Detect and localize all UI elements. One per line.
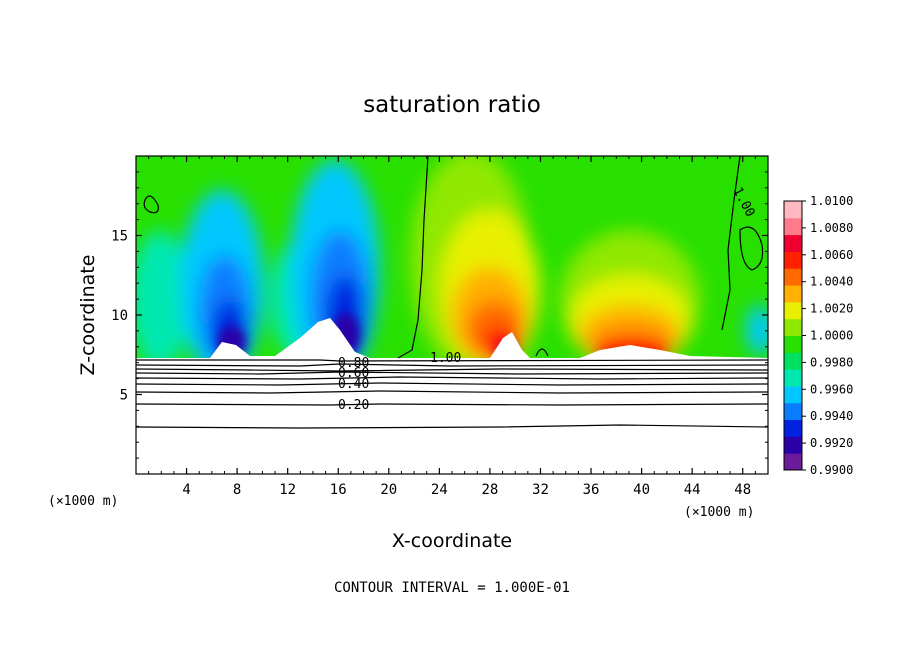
x-tick-label-20: 20 — [380, 482, 397, 498]
colorbar-label-0.9940: 0.9940 — [810, 409, 853, 423]
contour-interval-label: CONTOUR INTERVAL = 1.000E-01 — [334, 580, 570, 596]
x-tick-label-36: 36 — [583, 482, 600, 498]
x-tick-label-40: 40 — [633, 482, 650, 498]
saturation-field — [136, 156, 768, 474]
x-tick-label-4: 4 — [182, 482, 190, 498]
contour-label-0.40: 0.40 — [338, 377, 369, 392]
contour-lines — [136, 156, 768, 429]
colorbar-label-1.0060: 1.0060 — [810, 248, 853, 262]
x-tick-label-12: 12 — [279, 482, 296, 498]
x-unit-label: (×1000 m) — [684, 505, 754, 520]
colorbar-segment — [784, 301, 802, 320]
colorbar-label-0.9980: 0.9980 — [810, 355, 853, 369]
contour-label-0.60: 0.60 — [338, 366, 369, 381]
colorbar-segment — [784, 419, 802, 437]
x-tick-label-28: 28 — [481, 482, 498, 498]
colorbar-segment — [784, 268, 802, 286]
colorbar-label-1.0020: 1.0020 — [810, 302, 853, 316]
x-tick-label-24: 24 — [431, 482, 448, 498]
colorbar-segment — [784, 352, 802, 370]
colorbar-label-1.0080: 1.0080 — [810, 221, 853, 235]
x-tick-label-48: 48 — [734, 482, 751, 498]
x-tick-label-8: 8 — [233, 482, 241, 498]
colorbar-segment — [784, 369, 802, 387]
colorbar-segment — [784, 385, 802, 404]
colorbar-label-0.9960: 0.9960 — [810, 382, 853, 396]
colorbar-segment — [784, 251, 802, 269]
y-axis-label: Z-coordinate — [77, 255, 99, 376]
colorbar-segment — [784, 402, 802, 421]
y-tick-label-15: 15 — [111, 229, 128, 245]
contour-labels: 0.80 0.60 0.40 0.20 1.00 1.00 — [338, 185, 757, 413]
colorbar-segment — [784, 234, 802, 252]
y-tick-label-10: 10 — [111, 308, 128, 324]
x-axis-label: X-coordinate — [392, 530, 512, 552]
x-ticks: 4 8 12 16 20 24 28 32 36 40 44 48 — [148, 156, 756, 498]
colorbar-label-1.0100: 1.0100 — [810, 194, 853, 208]
colorbar-segment — [784, 335, 802, 353]
colorbar-labels: 1.0100 1.0080 1.0060 1.0040 1.0020 1.0000 0.99… — [802, 194, 853, 477]
colorbar-label-1.0000: 1.0000 — [810, 329, 853, 343]
contour-label-0.80: 0.80 — [338, 356, 369, 371]
x-tick-label-44: 44 — [684, 482, 701, 498]
colorbar-label-0.9900: 0.9900 — [810, 463, 853, 477]
colorbar-segment — [784, 217, 802, 236]
y-ticks: 5 10 15 — [111, 171, 768, 459]
y-tick-label-5: 5 — [120, 388, 128, 404]
x-tick-label-16: 16 — [330, 482, 347, 498]
contour-label-1.00-center: 1.00 — [430, 351, 461, 366]
colorbar-segment — [784, 436, 802, 454]
chart-title: saturation ratio — [363, 92, 541, 118]
x-tick-label-32: 32 — [532, 482, 549, 498]
contour-label-0.20: 0.20 — [338, 398, 369, 413]
colorbar-segment — [784, 453, 802, 471]
colorbar-label-0.9920: 0.9920 — [810, 436, 853, 450]
colorbar-segment — [784, 318, 802, 336]
colorbar — [783, 200, 803, 471]
colorbar-label-1.0040: 1.0040 — [810, 275, 853, 289]
colorbar-segment — [784, 285, 802, 303]
colorbar-segment — [784, 201, 802, 219]
y-unit-label: (×1000 m) — [48, 494, 118, 509]
